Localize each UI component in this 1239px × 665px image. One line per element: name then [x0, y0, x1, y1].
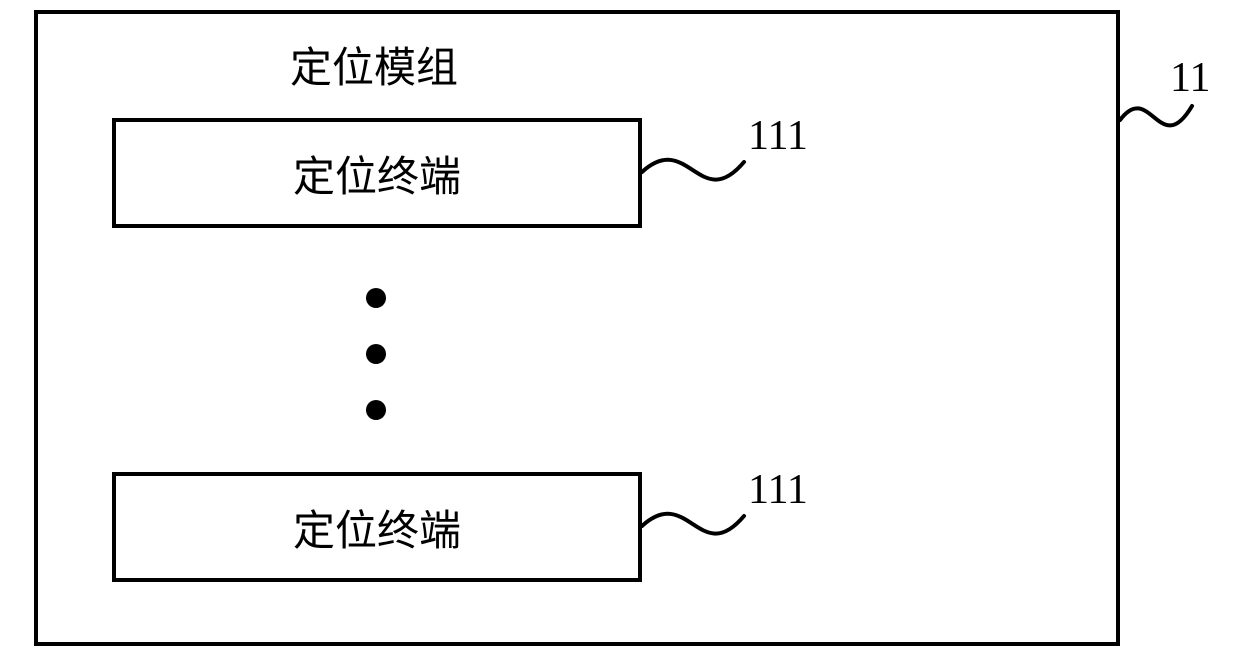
terminal-box: 定位终端 [112, 472, 642, 582]
terminal-box: 定位终端 [112, 118, 642, 228]
diagram-canvas: 定位模组 定位终端 111 定位终端 111 11 [0, 0, 1239, 665]
module-title: 定位模组 [290, 34, 458, 95]
reference-number: 111 [748, 466, 808, 514]
terminal-label: 定位终端 [293, 143, 461, 204]
terminal-label: 定位终端 [293, 497, 461, 558]
ellipsis-dot [366, 344, 386, 364]
leader-line [636, 478, 750, 574]
reference-number: 11 [1170, 54, 1210, 102]
reference-number: 111 [748, 112, 808, 160]
leader-line [636, 124, 750, 220]
ellipsis-dot [366, 400, 386, 420]
ellipsis-dot [366, 288, 386, 308]
